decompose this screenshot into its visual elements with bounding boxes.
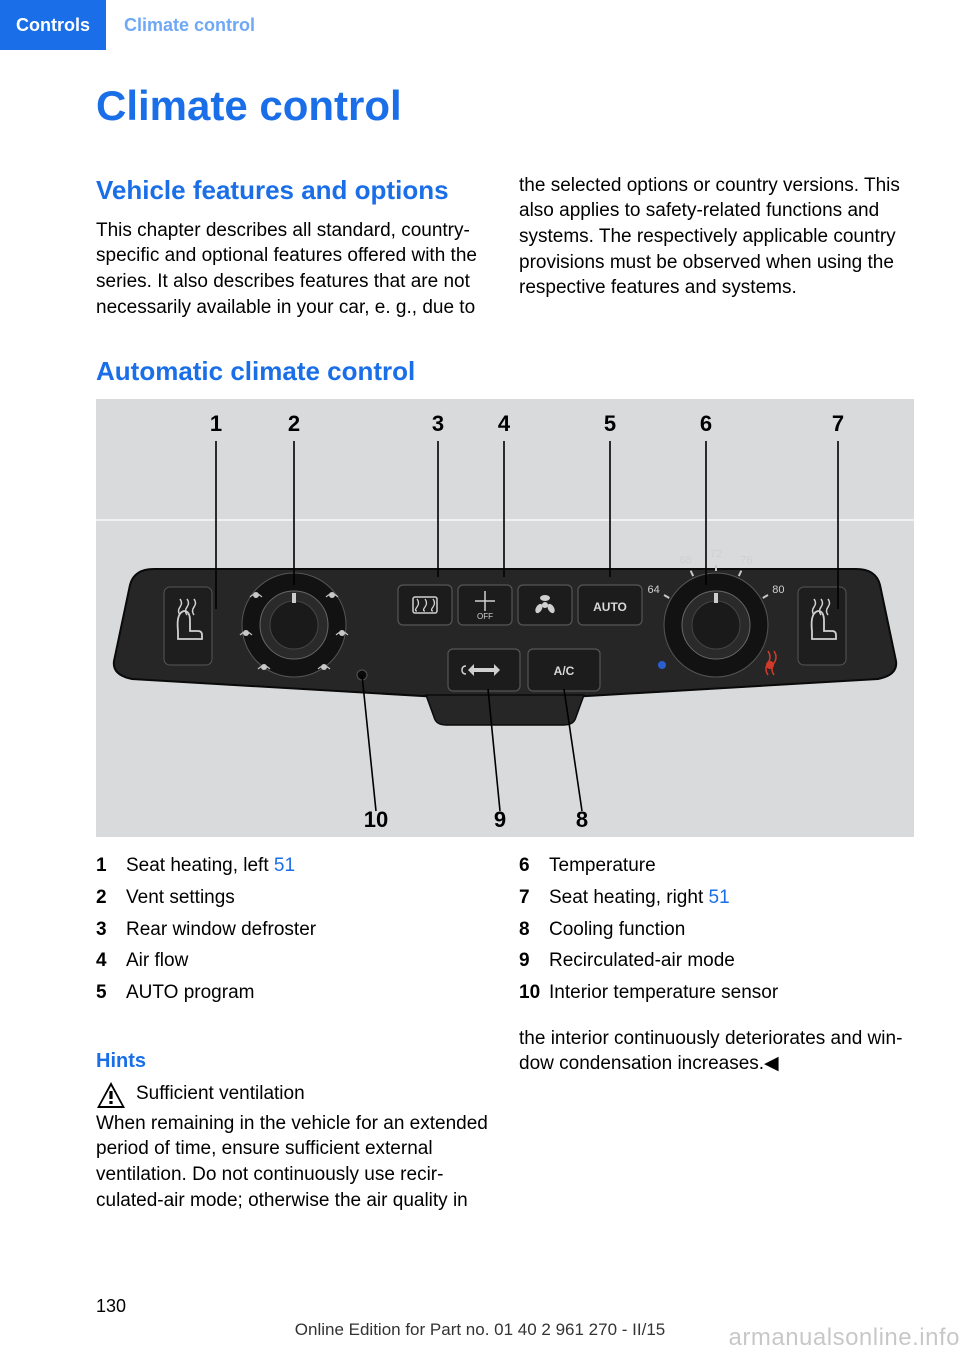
legend-text: Cooling function bbox=[549, 917, 914, 943]
climate-panel-figure: 64 68 72 76 80 OFF AUTO A/C 1 2 3 4 5 6 7 10 9 8 bbox=[96, 399, 914, 837]
hints-col-left: Hints Sufficient ventilation When remain… bbox=[96, 1026, 491, 1214]
legend-text: Temperature bbox=[549, 853, 914, 879]
svg-text:5: 5 bbox=[604, 411, 616, 436]
legend-num: 10 bbox=[519, 980, 549, 1006]
legend-col-right: 6Temperature7Seat heating, right 518Cool… bbox=[519, 853, 914, 1011]
legend-text: Vent settings bbox=[126, 885, 491, 911]
section-auto-climate: Automatic climate control bbox=[96, 354, 914, 389]
intro-text-right: the selected options or country versions… bbox=[519, 173, 914, 301]
intro-col-left: Vehicle features and options This chapte… bbox=[96, 173, 491, 321]
legend-text: Seat heating, right 51 bbox=[549, 885, 914, 911]
legend-num: 5 bbox=[96, 980, 126, 1006]
svg-text:OFF: OFF bbox=[477, 612, 493, 621]
page-title: Climate control bbox=[96, 78, 914, 135]
hints-warn-title: Sufficient ventilation bbox=[136, 1081, 305, 1107]
hints-heading: Hints bbox=[96, 1048, 491, 1075]
svg-text:3: 3 bbox=[432, 411, 444, 436]
legend-num: 8 bbox=[519, 917, 549, 943]
legend-xref: 51 bbox=[269, 855, 295, 876]
svg-text:7: 7 bbox=[832, 411, 844, 436]
svg-text:2: 2 bbox=[288, 411, 300, 436]
hints-body-right: the interior continuously deteriorates a… bbox=[519, 1026, 914, 1077]
legend-text: Interior temperature sensor bbox=[549, 980, 914, 1006]
svg-text:64: 64 bbox=[648, 584, 660, 596]
legend-row: 1Seat heating, left 51 bbox=[96, 853, 491, 879]
climate-panel-svg: 64 68 72 76 80 OFF AUTO A/C 1 2 3 4 5 6 7 10 9 8 bbox=[96, 399, 914, 837]
header-bar: Controls Climate control bbox=[0, 0, 960, 50]
svg-text:8: 8 bbox=[576, 807, 588, 832]
svg-text:1: 1 bbox=[210, 411, 222, 436]
header-breadcrumb: Climate control bbox=[106, 13, 255, 37]
legend-text: Seat heating, left 51 bbox=[126, 853, 491, 879]
intro-text-left: This chapter describes all standard, cou… bbox=[96, 218, 491, 321]
svg-text:9: 9 bbox=[494, 807, 506, 832]
svg-text:4: 4 bbox=[498, 411, 511, 436]
intro-col-right: the selected options or country versions… bbox=[519, 173, 914, 321]
svg-text:80: 80 bbox=[772, 584, 784, 596]
svg-text:6: 6 bbox=[700, 411, 712, 436]
hints-col-right: the interior continuously deteriorates a… bbox=[519, 1026, 914, 1214]
header-tab-controls: Controls bbox=[0, 0, 106, 50]
legend-col-left: 1Seat heating, left 512Vent settings3Rea… bbox=[96, 853, 491, 1011]
watermark: armanualsonline.info bbox=[729, 1322, 960, 1354]
legend-row: 4Air flow bbox=[96, 948, 491, 974]
legend-row: 6Temperature bbox=[519, 853, 914, 879]
svg-text:10: 10 bbox=[364, 807, 388, 832]
legend-num: 2 bbox=[96, 885, 126, 911]
legend-num: 1 bbox=[96, 853, 126, 879]
svg-text:72: 72 bbox=[710, 548, 722, 560]
legend-num: 4 bbox=[96, 948, 126, 974]
legend: 1Seat heating, left 512Vent settings3Rea… bbox=[96, 853, 914, 1011]
svg-text:76: 76 bbox=[740, 555, 752, 567]
page-number: 130 bbox=[96, 1294, 126, 1318]
legend-num: 6 bbox=[519, 853, 549, 879]
legend-num: 3 bbox=[96, 917, 126, 943]
svg-text:68: 68 bbox=[679, 555, 691, 567]
legend-row: 10Interior temperature sensor bbox=[519, 980, 914, 1006]
hints-columns: Hints Sufficient ventilation When remain… bbox=[96, 1026, 914, 1214]
legend-num: 9 bbox=[519, 948, 549, 974]
section-vehicle-features: Vehicle features and options bbox=[96, 173, 491, 208]
legend-num: 7 bbox=[519, 885, 549, 911]
intro-columns: Vehicle features and options This chapte… bbox=[96, 173, 914, 321]
hints-body-left: When remaining in the vehicle for an ex­… bbox=[96, 1111, 491, 1214]
legend-row: 3Rear window defroster bbox=[96, 917, 491, 943]
legend-row: 8Cooling function bbox=[519, 917, 914, 943]
legend-text: Air flow bbox=[126, 948, 491, 974]
svg-text:A/C: A/C bbox=[554, 664, 575, 678]
legend-row: 7Seat heating, right 51 bbox=[519, 885, 914, 911]
legend-row: 9Recirculated-air mode bbox=[519, 948, 914, 974]
page-body: Climate control Vehicle features and opt… bbox=[0, 50, 960, 1213]
legend-text: Rear window defroster bbox=[126, 917, 491, 943]
legend-text: Recirculated-air mode bbox=[549, 948, 914, 974]
legend-row: 2Vent settings bbox=[96, 885, 491, 911]
legend-text: AUTO program bbox=[126, 980, 491, 1006]
warning-icon bbox=[96, 1081, 126, 1109]
legend-xref: 51 bbox=[703, 887, 729, 908]
svg-text:AUTO: AUTO bbox=[593, 600, 627, 614]
legend-row: 5AUTO program bbox=[96, 980, 491, 1006]
